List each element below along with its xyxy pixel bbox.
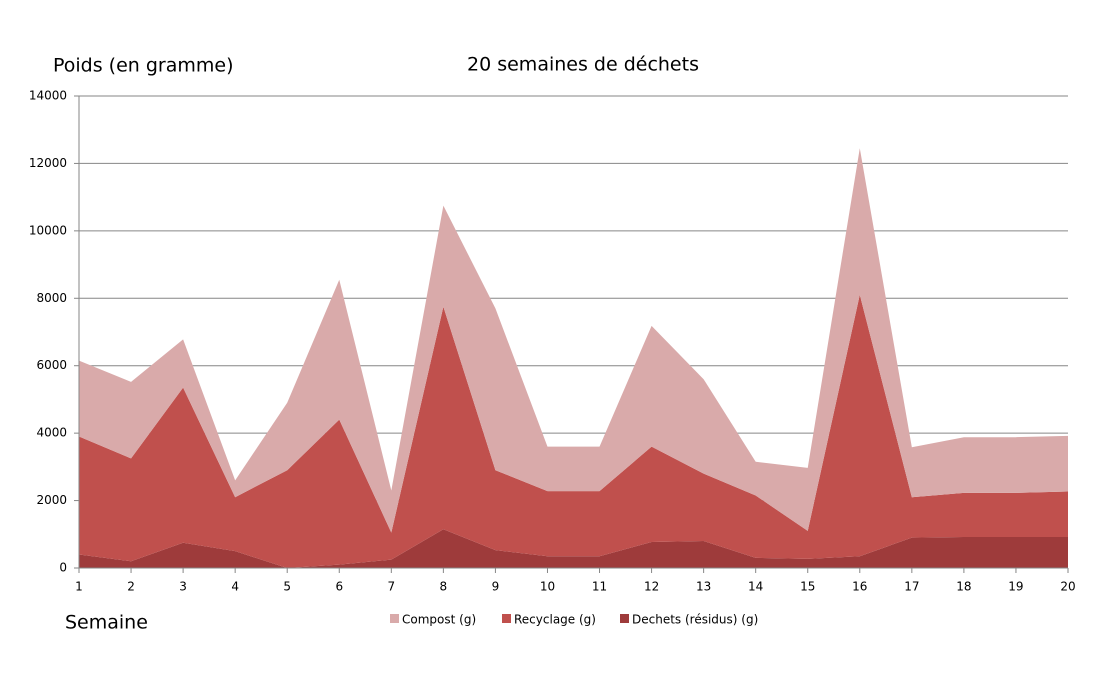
legend-swatch <box>502 614 511 623</box>
x-tick-label: 10 <box>540 580 555 594</box>
x-tick-label: 20 <box>1060 580 1075 594</box>
x-tick-label: 13 <box>696 580 711 594</box>
x-tick-label: 9 <box>492 580 500 594</box>
legend-label: Compost (g) <box>402 613 476 627</box>
y-tick-label: 6000 <box>36 358 67 372</box>
area <box>79 529 1068 568</box>
legend-swatch <box>390 614 399 623</box>
x-tick-label: 1 <box>75 580 83 594</box>
y-tick-label: 12000 <box>29 156 67 170</box>
x-tick-label: 5 <box>283 580 291 594</box>
y-tick-label: 14000 <box>29 89 67 103</box>
y-tick-label: 8000 <box>36 291 67 305</box>
x-tick-label: 11 <box>592 580 607 594</box>
y-tick-label: 2000 <box>36 493 67 507</box>
legend-label: Recyclage (g) <box>514 613 596 627</box>
y-tick-label: 10000 <box>29 223 67 237</box>
x-tick-label: 6 <box>335 580 343 594</box>
x-tick-label: 17 <box>904 580 919 594</box>
x-tick-label: 8 <box>440 580 448 594</box>
x-tick-label: 19 <box>1008 580 1023 594</box>
x-tick-label: 7 <box>387 580 395 594</box>
x-axis-label: Semaine <box>65 612 148 634</box>
y-tick-label: 4000 <box>36 426 67 440</box>
x-tick-label: 15 <box>800 580 815 594</box>
x-tick-label: 18 <box>956 580 971 594</box>
x-tick-label: 3 <box>179 580 187 594</box>
area <box>79 148 1068 533</box>
x-tick-label: 14 <box>748 580 763 594</box>
legend-swatch <box>620 614 629 623</box>
legend-label: Dechets (résidus) (g) <box>632 613 758 627</box>
x-tick-label: 2 <box>127 580 135 594</box>
area <box>79 294 1068 568</box>
y-tick-label: 0 <box>59 561 67 575</box>
x-tick-label: 16 <box>852 580 867 594</box>
chart-title: 20 semaines de déchets <box>467 54 699 76</box>
y-axis-label: Poids (en gramme) <box>53 55 234 77</box>
x-tick-label: 4 <box>231 580 239 594</box>
x-tick-label: 12 <box>644 580 659 594</box>
